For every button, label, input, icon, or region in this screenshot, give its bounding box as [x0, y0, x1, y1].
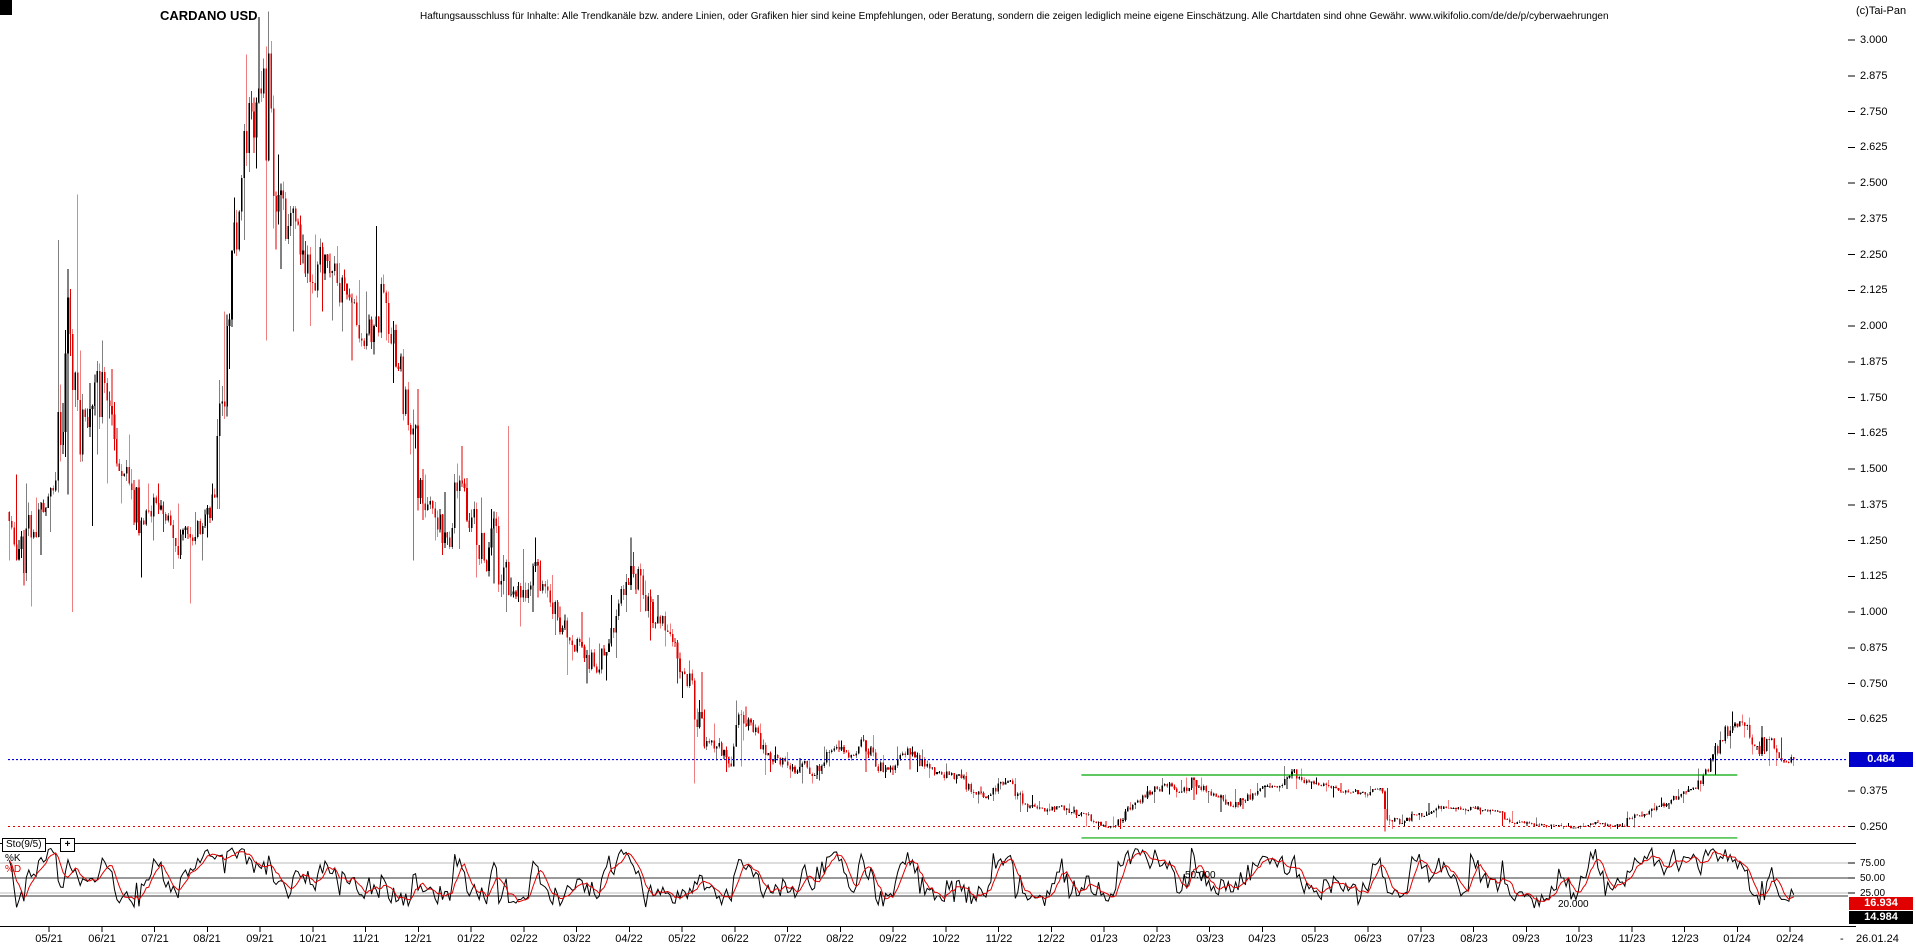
price-axis-label: 0.250	[1860, 821, 1888, 833]
month-label: 03/23	[1196, 933, 1224, 945]
candles	[8, 11, 1795, 832]
indicator-add-button[interactable]: +	[60, 838, 75, 852]
axis-ticks	[48, 39, 1855, 932]
top-left-marker	[0, 0, 12, 15]
support-lines	[1081, 774, 1738, 839]
month-label: 06/23	[1354, 933, 1382, 945]
price-axis-label: 2.250	[1860, 249, 1888, 261]
stoch-axis-label: 75.00	[1860, 858, 1886, 869]
end-date-label: 26.01.24	[1856, 933, 1899, 945]
month-label: 10/22	[932, 933, 960, 945]
price-axis-label: 1.750	[1860, 392, 1888, 404]
month-label: 11/22	[985, 933, 1013, 945]
month-label: 06/22	[721, 933, 749, 945]
month-label: 01/23	[1090, 933, 1118, 945]
price-axis-label: 2.625	[1860, 141, 1888, 153]
mid-line-value-label: 50.000	[1185, 870, 1216, 881]
indicator-label[interactable]: Sto(9/5)	[2, 838, 46, 852]
stoch-d-line	[8, 850, 1794, 903]
price-axis-label: 1.250	[1860, 535, 1888, 547]
month-label: 12/21	[404, 933, 432, 945]
month-label: 02/23	[1143, 933, 1171, 945]
price-axis-label: 1.375	[1860, 499, 1888, 511]
price-axis-label: 0.375	[1860, 785, 1888, 797]
month-label: 08/21	[193, 933, 221, 945]
month-label: 01/22	[457, 933, 485, 945]
price-axis-label: 2.750	[1860, 106, 1888, 118]
k-value-box: 14.984	[1849, 911, 1913, 924]
month-label: 11/21	[352, 933, 380, 945]
stoch-k-line	[8, 846, 1795, 909]
month-label: 06/21	[88, 933, 116, 945]
month-label: 09/21	[246, 933, 274, 945]
month-label: 08/23	[1460, 933, 1488, 945]
month-label: 12/23	[1671, 933, 1699, 945]
month-label: 07/23	[1407, 933, 1435, 945]
month-label: 04/23	[1248, 933, 1276, 945]
month-label: 01/24	[1723, 933, 1751, 945]
month-label: 10/23	[1565, 933, 1593, 945]
month-label: 07/21	[141, 933, 169, 945]
month-label: 03/22	[563, 933, 591, 945]
month-label: 02/24	[1776, 933, 1804, 945]
stoch-axis-label: 50.00	[1860, 873, 1886, 884]
k-line-label: %K	[5, 853, 21, 864]
month-label: 09/22	[879, 933, 907, 945]
month-label: 05/22	[668, 933, 696, 945]
price-axis-label: 2.875	[1860, 70, 1888, 82]
price-axis-label: 2.000	[1860, 320, 1888, 332]
price-axis-label: 2.125	[1860, 284, 1888, 296]
current-price-box: 0.484	[1849, 752, 1913, 767]
month-label: 09/23	[1512, 933, 1540, 945]
price-axis-label: 3.000	[1860, 34, 1888, 46]
d-line-label: %D	[5, 864, 22, 875]
panel-borders	[0, 843, 1856, 927]
month-label: 05/23	[1301, 933, 1329, 945]
price-axis-label: 0.750	[1860, 678, 1888, 690]
chart-title: CARDANO USD	[160, 8, 258, 23]
price-axis-label: 0.625	[1860, 713, 1888, 725]
low-line-value-label: 20.000	[1558, 899, 1589, 910]
price-axis-label: 1.000	[1860, 606, 1888, 618]
disclaimer-text: Haftungsausschluss für Inhalte: Alle Tre…	[420, 11, 1609, 22]
month-label: 11/23	[1618, 933, 1646, 945]
price-axis-label: 0.875	[1860, 642, 1888, 654]
month-label: 04/22	[615, 933, 643, 945]
price-axis-label: 2.375	[1860, 213, 1888, 225]
stoch-axis-label: 25.00	[1860, 888, 1886, 899]
month-label: 10/21	[299, 933, 327, 945]
month-label: 02/22	[510, 933, 538, 945]
d-value-box: 16.934	[1849, 897, 1913, 910]
price-axis-label: 1.500	[1860, 463, 1888, 475]
month-label: 07/22	[774, 933, 802, 945]
price-axis-label: 1.875	[1860, 356, 1888, 368]
price-axis-label: 2.500	[1860, 177, 1888, 189]
month-label: 08/22	[826, 933, 854, 945]
copyright-label: (c)Tai-Pan	[1856, 5, 1907, 17]
month-label: 12/22	[1037, 933, 1065, 945]
date-separator: -	[1840, 933, 1844, 945]
price-axis-label: 1.625	[1860, 427, 1888, 439]
price-axis-label: 1.125	[1860, 570, 1888, 582]
month-label: 05/21	[35, 933, 63, 945]
